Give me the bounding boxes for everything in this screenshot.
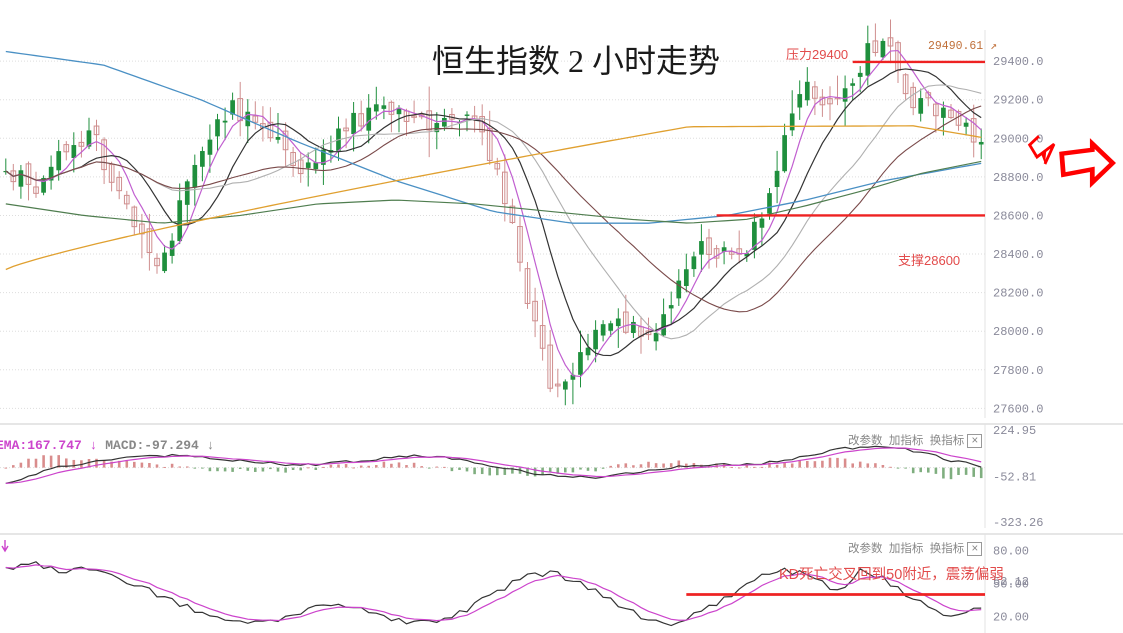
svg-text:20.00: 20.00 [993, 611, 1029, 625]
svg-text:29200.0: 29200.0 [993, 94, 1043, 108]
svg-text:28000.0: 28000.0 [993, 325, 1043, 339]
svg-text:27800.0: 27800.0 [993, 364, 1043, 378]
svg-text:224.95: 224.95 [993, 424, 1036, 438]
svg-text:28200.0: 28200.0 [993, 287, 1043, 301]
svg-text:80.00: 80.00 [993, 545, 1029, 559]
svg-text:29400.0: 29400.0 [993, 55, 1043, 69]
svg-text:28600.0: 28600.0 [993, 209, 1043, 223]
svg-text:28400.0: 28400.0 [993, 248, 1043, 262]
svg-text:-52.81: -52.81 [993, 470, 1036, 484]
svg-text:28800.0: 28800.0 [993, 171, 1043, 185]
svg-text:27600.0: 27600.0 [993, 402, 1043, 416]
svg-text:-323.26: -323.26 [993, 516, 1043, 530]
